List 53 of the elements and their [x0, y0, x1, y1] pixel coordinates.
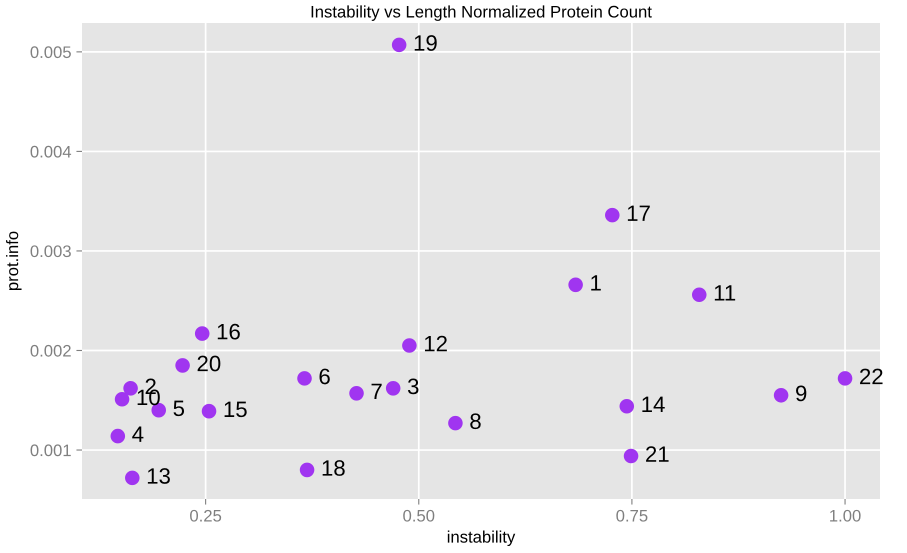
point	[175, 358, 190, 373]
point	[194, 326, 210, 341]
point	[402, 338, 417, 353]
annotation: 13	[148, 468, 170, 484]
annotation: 20	[198, 356, 220, 372]
point	[838, 371, 852, 386]
y-tick-label: 0.002	[30, 344, 71, 357]
point	[297, 371, 312, 386]
annotation: 11	[714, 285, 736, 300]
annotation: 8	[470, 413, 481, 430]
x-tick-label: 0.75	[616, 510, 648, 522]
annotation: 16	[218, 324, 240, 340]
point	[300, 462, 314, 478]
y-tick-label: 0.004	[30, 146, 72, 158]
annotation: 1	[591, 275, 601, 291]
annotation: 9	[796, 386, 806, 402]
point	[110, 428, 126, 444]
annotation: 18	[322, 460, 345, 476]
annotation: 14	[642, 396, 665, 412]
annotation: 19	[414, 35, 437, 51]
point	[123, 381, 138, 396]
point	[392, 38, 406, 52]
point	[692, 287, 707, 302]
y-tick-label: 0.005	[30, 46, 71, 58]
point	[774, 388, 788, 403]
annotation: 15	[224, 402, 247, 418]
x-tick-label: 0.50	[403, 510, 434, 522]
point	[448, 416, 463, 430]
annotation: 12	[424, 336, 447, 352]
point	[114, 392, 130, 407]
annotation: 21	[646, 446, 669, 462]
x-tick-label: 1.00	[830, 510, 861, 522]
x-axis-title: instability	[448, 530, 516, 546]
y-axis-title: prot.info	[6, 232, 22, 290]
annotation: 4	[132, 426, 144, 442]
annotation: 22	[860, 368, 883, 384]
y-tick-label: 0.003	[30, 245, 71, 258]
point	[202, 404, 216, 418]
point	[624, 448, 638, 464]
point	[125, 470, 140, 486]
point	[605, 208, 620, 222]
point	[620, 398, 634, 414]
annotation: 3	[408, 378, 418, 394]
annotation: 17	[628, 206, 650, 221]
x-tick-label: 0.25	[190, 510, 222, 522]
point	[349, 386, 364, 401]
chart-title: Instability vs Length Normalized Protein Count	[312, 5, 652, 21]
annotation: 6	[320, 368, 330, 384]
point	[568, 278, 583, 292]
point	[386, 381, 400, 396]
annotation: 5	[174, 400, 184, 416]
y-tick-label: 0.001	[30, 444, 71, 456]
annotation: 7	[372, 384, 382, 400]
